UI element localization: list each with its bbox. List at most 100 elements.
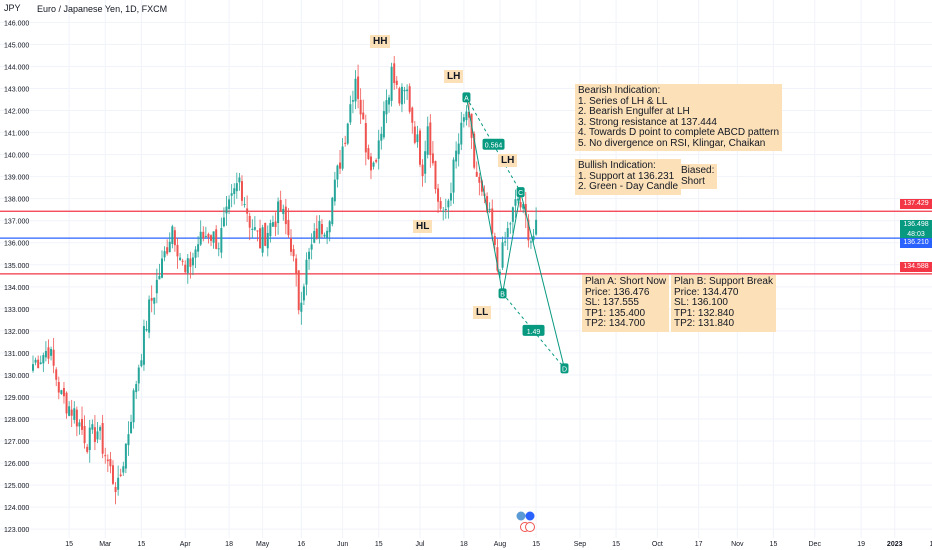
pattern-point-c[interactable]: [516, 187, 525, 198]
candle-body[interactable]: [44, 350, 47, 358]
candle-body[interactable]: [130, 421, 133, 434]
candle-body[interactable]: [248, 215, 251, 228]
pattern-point-b[interactable]: [498, 288, 507, 299]
candle-body[interactable]: [168, 241, 171, 253]
candle-body[interactable]: [127, 434, 130, 446]
event-icon[interactable]: [516, 511, 526, 521]
event-icons[interactable]: [516, 511, 535, 532]
candle-body[interactable]: [158, 275, 161, 280]
candle-body[interactable]: [233, 188, 236, 195]
candle-body[interactable]: [191, 257, 194, 266]
candle-body[interactable]: [173, 230, 176, 246]
candle-body[interactable]: [132, 390, 135, 423]
candle-body[interactable]: [246, 208, 249, 214]
candle-body[interactable]: [225, 206, 228, 214]
candle-body[interactable]: [434, 160, 437, 190]
candle-body[interactable]: [111, 465, 114, 484]
candle-body[interactable]: [354, 78, 357, 102]
candle-body[interactable]: [202, 231, 205, 239]
candle-body[interactable]: [186, 258, 189, 274]
candle-body[interactable]: [313, 231, 316, 243]
candle-body[interactable]: [535, 219, 538, 235]
candle-body[interactable]: [171, 226, 174, 244]
time-axis[interactable]: 15 Mar 15 Apr 18 May 16 Jun 15 Jul 18 Aug 15 Sep 15 Oct…: [65, 541, 932, 548]
candle-body[interactable]: [323, 234, 326, 237]
candle-body[interactable]: [377, 140, 380, 159]
candle-body[interactable]: [83, 425, 86, 444]
candle-body[interactable]: [253, 227, 256, 230]
candle-body[interactable]: [32, 364, 34, 371]
candle-body[interactable]: [117, 477, 120, 490]
candle-body[interactable]: [457, 143, 460, 155]
price-axis[interactable]: 123.000 124.000 125.000 126.000 127.000 128.0…: [4, 20, 29, 534]
candle-body[interactable]: [475, 171, 478, 177]
candle-body[interactable]: [529, 241, 532, 243]
candle-body[interactable]: [331, 197, 334, 225]
candle-body[interactable]: [277, 201, 280, 224]
candle-body[interactable]: [380, 133, 383, 141]
candle-body[interactable]: [287, 219, 290, 236]
candle-body[interactable]: [135, 384, 138, 393]
candle-body[interactable]: [372, 162, 375, 167]
candle-body[interactable]: [398, 88, 401, 104]
candle-body[interactable]: [517, 198, 520, 201]
candle-body[interactable]: [375, 159, 378, 162]
candle-body[interactable]: [271, 222, 274, 227]
candle-body[interactable]: [148, 299, 151, 333]
candle-body[interactable]: [52, 349, 55, 366]
candle-body[interactable]: [256, 230, 259, 232]
candle-body[interactable]: [349, 104, 352, 123]
candle-body[interactable]: [514, 199, 517, 206]
candle-body[interactable]: [279, 200, 282, 211]
candle-body[interactable]: [351, 100, 354, 102]
candle-body[interactable]: [468, 111, 471, 118]
candle-body[interactable]: [509, 223, 512, 225]
candle-body[interactable]: [91, 424, 94, 430]
candle-body[interactable]: [527, 219, 530, 241]
candle-body[interactable]: [228, 199, 231, 209]
candle-body[interactable]: [493, 235, 496, 246]
candle-body[interactable]: [142, 326, 145, 365]
candle-body[interactable]: [243, 204, 246, 206]
candle-body[interactable]: [504, 241, 507, 243]
abcd-pattern[interactable]: A B C D 0.564 1.49: [462, 92, 569, 374]
candle-body[interactable]: [259, 228, 262, 249]
candle-body[interactable]: [230, 193, 233, 196]
candle-body[interactable]: [496, 247, 499, 271]
candle-body[interactable]: [308, 251, 311, 260]
candle-body[interactable]: [222, 217, 225, 227]
candle-body[interactable]: [109, 458, 112, 467]
candle-body[interactable]: [367, 148, 370, 160]
candle-body[interactable]: [388, 97, 391, 105]
candle-body[interactable]: [297, 270, 300, 311]
candle-body[interactable]: [34, 359, 37, 363]
candle-body[interactable]: [465, 111, 468, 121]
candle-body[interactable]: [491, 208, 494, 234]
candle-body[interactable]: [344, 142, 347, 144]
candle-body[interactable]: [336, 165, 339, 180]
candle-body[interactable]: [395, 80, 398, 85]
candle-body[interactable]: [408, 86, 411, 112]
candle-body[interactable]: [310, 244, 313, 250]
candle-body[interactable]: [359, 99, 362, 115]
candle-body[interactable]: [328, 221, 331, 233]
candle-series[interactable]: [32, 56, 538, 505]
candle-body[interactable]: [261, 227, 264, 253]
candle-body[interactable]: [429, 122, 432, 155]
candle-body[interactable]: [150, 298, 153, 301]
candle-body[interactable]: [437, 188, 440, 202]
candle-body[interactable]: [238, 177, 241, 183]
candle-body[interactable]: [155, 279, 158, 294]
candle-body[interactable]: [42, 355, 45, 364]
candle-body[interactable]: [522, 204, 525, 209]
candle-body[interactable]: [179, 257, 182, 260]
candle-body[interactable]: [240, 181, 243, 201]
candle-body[interactable]: [215, 229, 218, 249]
candle-body[interactable]: [68, 406, 71, 416]
candle-body[interactable]: [473, 133, 476, 168]
candle-body[interactable]: [478, 176, 481, 183]
candle-body[interactable]: [390, 66, 393, 101]
candle-body[interactable]: [290, 238, 292, 252]
candle-body[interactable]: [78, 422, 81, 427]
candle-body[interactable]: [137, 367, 140, 384]
